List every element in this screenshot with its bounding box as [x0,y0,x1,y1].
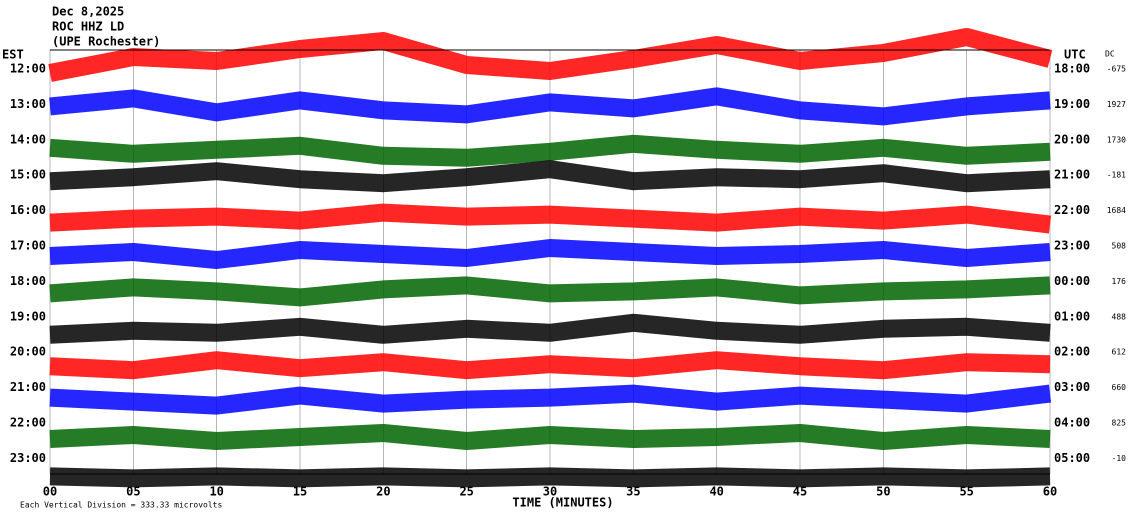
trace [48,28,1053,82]
est-tick-label: 20:00 [10,345,46,359]
utc-tick-label: 23:00 [1054,239,1090,253]
utc-tick-label: 21:00 [1054,168,1090,182]
dc-value: 488 [1112,312,1127,321]
title-line: Dec 8,2025 [52,5,124,19]
trace [49,351,1051,380]
est-tick-label: 15:00 [10,168,46,182]
x-tick-label: 05 [126,485,140,499]
x-tick-label: 60 [1043,485,1057,499]
dc-value: -675 [1107,65,1126,74]
utc-tick-label: 22:00 [1054,203,1090,217]
trace [49,203,1052,234]
dc-value: -10 [1112,454,1127,463]
utc-tick-label: 05:00 [1054,451,1090,465]
trace [49,87,1051,126]
trace [49,160,1051,193]
dc-value: 1730 [1107,135,1126,144]
utc-tick-label: 00:00 [1054,274,1090,288]
est-tick-label: 23:00 [10,451,46,465]
dc-value: 825 [1112,419,1127,428]
x-tick-label: 30 [543,485,557,499]
x-tick-label: 40 [709,485,723,499]
dc-value: 1927 [1107,100,1126,109]
utc-tick-label: 20:00 [1054,132,1090,146]
trace [49,424,1051,450]
dc-value: 1684 [1107,206,1126,215]
est-label: EST [2,48,24,62]
traces [48,28,1053,488]
dc-label: DC [1105,50,1115,59]
est-tick-label: 22:00 [10,416,46,430]
trace [49,276,1051,307]
title-line: (UPE Rochester) [52,35,160,49]
utc-tick-label: 04:00 [1054,416,1090,430]
x-axis-label: TIME (MINUTES) [512,496,613,510]
est-tick-label: 12:00 [10,62,46,76]
dc-value: 508 [1112,242,1127,251]
x-tick-label: 45 [793,485,807,499]
trace [49,467,1051,488]
utc-tick-label: 01:00 [1054,309,1090,323]
trace [49,239,1051,269]
x-tick-label: 15 [293,485,307,499]
dc-value: 176 [1112,277,1127,286]
est-tick-label: 21:00 [10,380,46,394]
x-tick-label: 35 [626,485,640,499]
est-tick-label: 13:00 [10,97,46,111]
dc-value: 612 [1112,348,1127,357]
dc-value: 660 [1112,383,1127,392]
utc-tick-label: 02:00 [1054,345,1090,359]
utc-label: UTC [1064,48,1086,62]
est-tick-label: 19:00 [10,309,46,323]
x-tick-label: 00 [43,485,57,499]
est-tick-label: 16:00 [10,203,46,217]
x-tick-label: 10 [209,485,223,499]
dc-value: -181 [1107,171,1126,180]
utc-tick-label: 03:00 [1054,380,1090,394]
scale-note: Each Vertical Division = 333.33 microvol… [20,501,222,510]
title-line: ROC HHZ LD [52,20,124,34]
x-tick-label: 55 [959,485,973,499]
utc-tick-label: 19:00 [1054,97,1090,111]
est-tick-label: 18:00 [10,274,46,288]
x-tick-label: 20 [376,485,390,499]
trace [49,313,1051,344]
est-tick-label: 14:00 [10,132,46,146]
est-tick-label: 17:00 [10,239,46,253]
x-tick-label: 50 [876,485,890,499]
utc-tick-label: 18:00 [1054,62,1090,76]
x-tick-label: 25 [459,485,473,499]
trace [49,384,1052,415]
trace [49,134,1051,167]
